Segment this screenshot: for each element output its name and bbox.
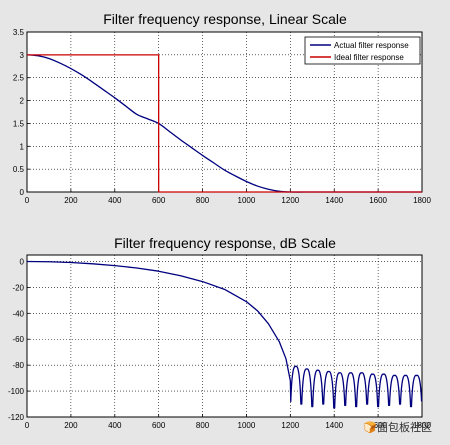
x-tick-label: 1800 [413, 196, 431, 205]
y-tick-label: -80 [12, 361, 24, 370]
legend: Actual filter response Ideal filter resp… [304, 36, 421, 65]
y-tick-label: -100 [8, 387, 25, 396]
x-tick-label: 1200 [281, 421, 299, 430]
watermark-text: 🍞面包板社区 [363, 420, 432, 434]
db-plot-area [26, 254, 423, 418]
x-tick-label: 1200 [281, 196, 299, 205]
y-tick-label: 3 [20, 51, 25, 60]
db-tick-labels: 0 200 400 600 800 1000 1200 1400 1600 1800 0 -20 -40… [8, 257, 431, 430]
linear-tick-labels: 0 200 400 600 800 1000 1200 1400 1600 1800 0 0.5 1 1.… [13, 28, 432, 205]
x-tick-label: 800 [196, 421, 210, 430]
db-grid [26, 255, 423, 418]
watermark: 🍞面包板社区 [363, 420, 432, 434]
legend-box [304, 36, 421, 65]
x-tick-label: 1400 [325, 196, 343, 205]
series-line-1-0 [26, 260, 423, 409]
x-tick-label: 1600 [369, 421, 387, 430]
legend-label-ideal: Ideal filter response [334, 53, 404, 62]
x-tick-label: 400 [108, 421, 122, 430]
x-tick-label: 800 [196, 196, 210, 205]
y-tick-label: -40 [12, 309, 24, 318]
linear-scale-chart: Filter frequency response, Linear Scale … [13, 11, 432, 205]
x-tick-label: 600 [152, 421, 166, 430]
x-tick-label: 600 [152, 196, 166, 205]
y-tick-label: 2.5 [13, 74, 25, 83]
x-tick-label: 0 [25, 196, 30, 205]
x-tick-label: 0 [25, 421, 30, 430]
y-tick-label: 0 [20, 257, 25, 266]
x-tick-label: 1600 [369, 196, 387, 205]
linear-series [26, 54, 422, 193]
x-tick-label: 200 [64, 196, 78, 205]
y-tick-label: 1 [20, 142, 25, 151]
y-tick-label: 0.5 [13, 165, 25, 174]
x-tick-label: 400 [108, 196, 122, 205]
y-tick-label: -120 [8, 413, 25, 422]
x-tick-label: 1000 [238, 421, 256, 430]
y-tick-label: 2 [20, 97, 25, 106]
x-tick-label: 1800 [413, 421, 431, 430]
x-tick-label: 200 [64, 421, 78, 430]
series-line-0-1 [27, 54, 422, 193]
x-tick-label: 1400 [325, 421, 343, 430]
linear-chart-title: Filter frequency response, Linear Scale [103, 11, 347, 27]
y-tick-label: -20 [12, 283, 24, 292]
y-tick-label: 0 [20, 188, 25, 197]
x-tick-label: 1000 [238, 196, 256, 205]
y-tick-label: 3.5 [13, 28, 25, 37]
db-series [26, 260, 423, 409]
db-scale-chart: Filter frequency response, dB Scale 0 200… [8, 235, 431, 430]
y-tick-label: 1.5 [13, 119, 25, 128]
legend-label-actual: Actual filter response [334, 41, 409, 50]
db-chart-title: Filter frequency response, dB Scale [114, 235, 336, 251]
y-tick-label: -60 [12, 335, 24, 344]
